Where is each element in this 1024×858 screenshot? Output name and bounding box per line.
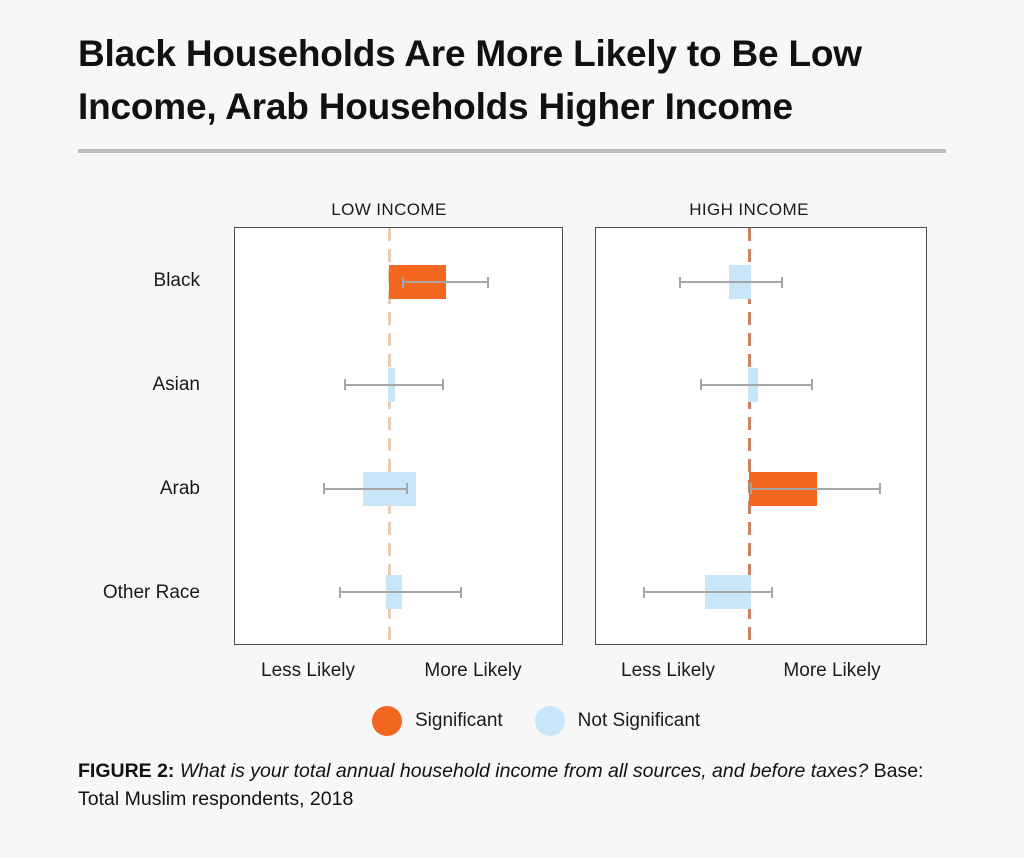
category-label-other-race: Other Race (102, 582, 200, 604)
ci-cap-left-black (678, 276, 681, 288)
axis-label-less-likely-high: Less Likely (621, 660, 715, 681)
category-label-arab: Arab (159, 478, 200, 500)
axis-label-more-likely-high: More Likely (783, 660, 881, 681)
plot-panel-high-income (595, 227, 927, 645)
legend: Significant Not Significant (372, 706, 700, 736)
legend-item-not-significant: Not Significant (534, 706, 701, 736)
ci-cap-left-other-race (339, 586, 342, 598)
ci-whisker-asian (700, 383, 813, 386)
ci-whisker-other-race (339, 591, 462, 594)
ci-cap-right-asian (441, 379, 444, 391)
ci-cap-right-other-race (459, 586, 462, 598)
ci-cap-left-other-race (642, 586, 645, 598)
center-reference-dashed-line (387, 228, 391, 644)
ci-whisker-black (678, 281, 783, 284)
ci-cap-left-arab (323, 483, 326, 495)
not-significant-dot-icon (534, 706, 565, 736)
category-labels: Black Asian Arab Other Race (78, 227, 200, 645)
ci-cap-right-asian (810, 379, 813, 391)
panel-header-high-income: HIGH INCOME (689, 200, 809, 219)
figure-title-line2: Income, Arab Households Higher Income (78, 85, 793, 127)
caption-figure-label: FIGURE 2: (78, 760, 175, 782)
ci-whisker-arab (750, 487, 882, 490)
caption-base: Base: Total Muslim respondents, 2018 (78, 760, 924, 811)
ci-cap-left-arab (750, 483, 753, 495)
figure-title: Black Households Are More Likely to Be L… (78, 28, 968, 133)
category-label-black: Black (153, 270, 200, 292)
figure-title-line1: Black Households Are More Likely to Be L… (78, 33, 862, 74)
significant-dot-icon (372, 706, 402, 736)
category-label-asian: Asian (152, 373, 200, 395)
legend-label-not-significant: Not Significant (577, 710, 701, 731)
ci-cap-right-arab (879, 483, 882, 495)
legend-label-significant: Significant (415, 710, 503, 731)
caption-question: What is your total annual household inco… (179, 760, 869, 782)
ci-cap-right-arab (405, 483, 408, 495)
axis-label-less-likely-low: Less Likely (261, 660, 355, 681)
center-reference-dashed-line (747, 228, 751, 644)
ci-whisker-other-race (642, 591, 773, 594)
panel-header-low-income: LOW INCOME (331, 200, 447, 219)
ci-cap-left-black (402, 276, 405, 288)
legend-item-significant: Significant (372, 706, 503, 736)
plot-panel-low-income (234, 227, 563, 645)
ci-whisker-arab (323, 487, 408, 490)
ci-cap-right-black (487, 276, 490, 288)
ci-cap-left-asian (700, 379, 703, 391)
axis-label-more-likely-low: More Likely (424, 660, 522, 681)
ci-whisker-asian (344, 383, 444, 386)
title-divider (78, 149, 946, 153)
ci-cap-right-other-race (770, 586, 773, 598)
ci-cap-right-black (780, 276, 783, 288)
ci-whisker-black (402, 281, 490, 284)
figure-caption: FIGURE 2: What is your total annual hous… (78, 757, 938, 814)
ci-cap-left-asian (344, 379, 347, 391)
